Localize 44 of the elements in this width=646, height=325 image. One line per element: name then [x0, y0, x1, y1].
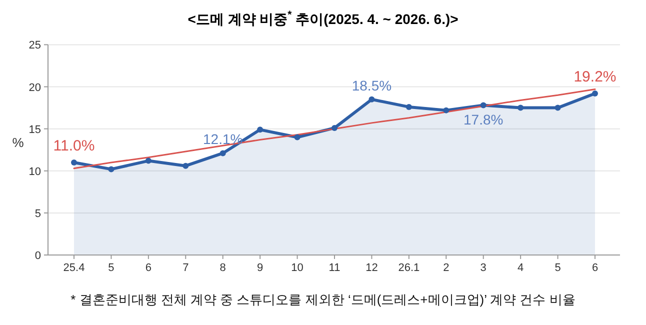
x-tick-label: 9 — [257, 262, 264, 274]
point — [332, 124, 338, 131]
y-tick-label: 25 — [28, 40, 41, 52]
x-tick-label: 5 — [554, 262, 561, 274]
point — [443, 107, 450, 114]
point — [518, 104, 524, 111]
data-label: 12.1% — [203, 131, 243, 148]
x-tick-label: 25.4 — [63, 262, 85, 274]
point — [108, 166, 114, 172]
x-tick-label: 12 — [366, 262, 378, 274]
y-tick-label: 5 — [34, 208, 41, 220]
y-tick-label: 20 — [28, 82, 41, 94]
y-tick-label: 10 — [28, 166, 41, 178]
data-label: 11.0% — [53, 137, 95, 154]
data-label: 19.2% — [574, 68, 616, 86]
y-tick-label: 15 — [28, 124, 41, 136]
x-tick-label: 10 — [291, 262, 304, 274]
point — [368, 96, 375, 102]
chart-title: <드메 계약 비중$^{*}$ 추이(2025. 4. ~ 2026. 6.)> — [188, 9, 458, 27]
point — [71, 159, 77, 166]
x-tick-label: 3 — [480, 262, 486, 274]
point — [257, 126, 264, 133]
x-tick-label: 11 — [328, 262, 340, 274]
point — [182, 162, 189, 169]
x-tick-label: 2 — [443, 262, 450, 274]
x-tick-label: 5 — [108, 262, 114, 274]
data-label: 17.8% — [464, 111, 504, 128]
point — [294, 134, 300, 140]
point — [592, 90, 598, 96]
x-tick-label: 7 — [182, 262, 189, 274]
point — [480, 102, 486, 108]
y-tick-label: 0 — [34, 250, 41, 262]
x-tick-label: 6 — [592, 262, 598, 274]
x-tick-label: 8 — [220, 262, 226, 274]
point — [145, 158, 152, 164]
y-axis-title: % — [12, 135, 24, 150]
point — [554, 104, 561, 111]
point — [406, 104, 412, 110]
point — [220, 150, 226, 156]
text: * 결혼준비대행 전체 계약 중 스튜디오를 제외한 ‘드메(드레스+메이크업)’ 계약 건수 비율 — [70, 292, 576, 307]
x-tick-label: 4 — [518, 262, 524, 274]
data-label: 18.5% — [352, 77, 392, 94]
x-tick-label: 26.1 — [398, 262, 420, 274]
x-tick-label: 6 — [145, 262, 152, 274]
